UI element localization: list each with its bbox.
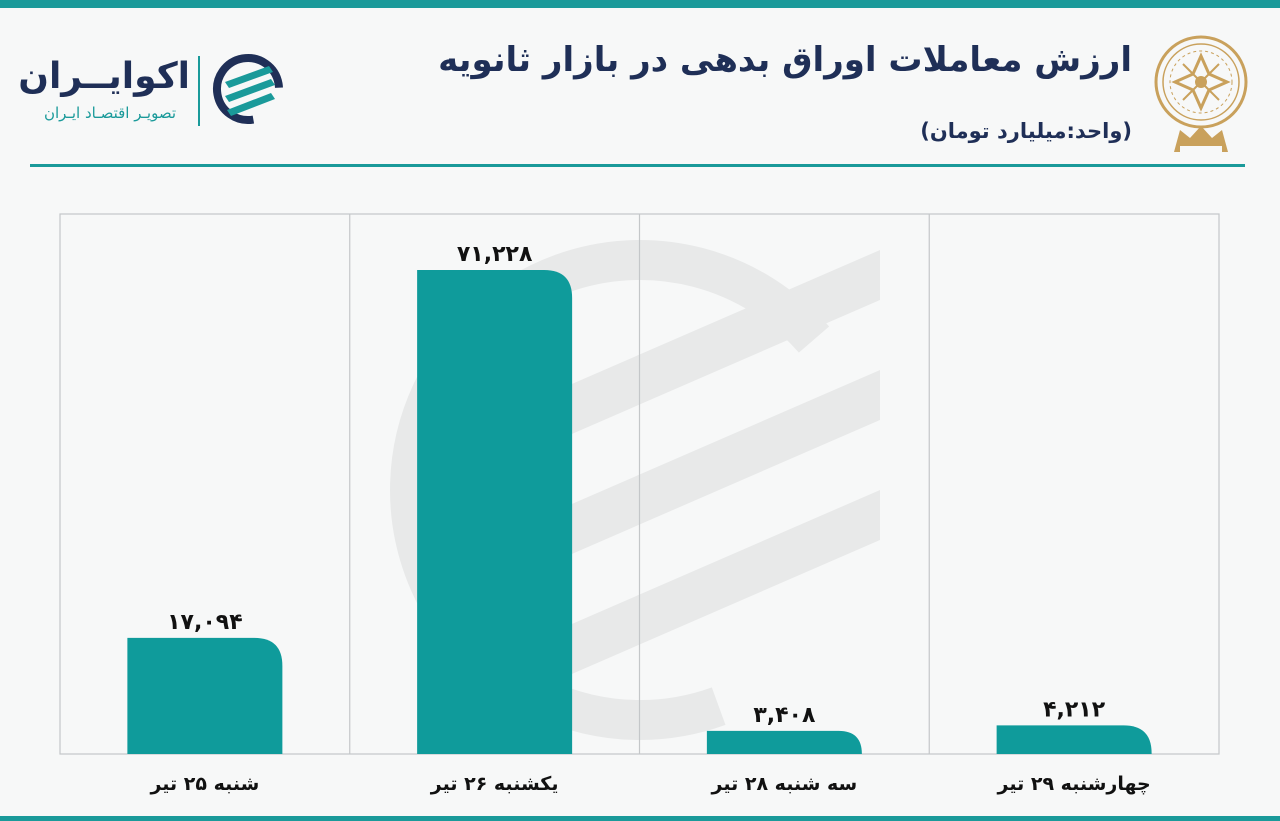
bar-value-label: ۳,۴۰۸: [753, 703, 816, 728]
unit-label: (واحد:میلیارد تومان): [920, 119, 1132, 143]
brand-divider: [198, 56, 200, 126]
chart-grid: [59, 213, 1220, 755]
bar: [996, 725, 1152, 754]
category-label: چهارشنبه ۲۹ تیر: [997, 773, 1151, 795]
top-accent-bar: [0, 0, 1280, 8]
chart-value-labels: ۱۷,۰۹۴ ۷۱,۲۲۸ ۳,۴۰۸ ۴,۲۱۲: [167, 242, 1106, 728]
bar-value-label: ۱۷,۰۹۴: [167, 610, 243, 635]
brand-tagline: تصویـر اقتصـاد ایـران: [43, 104, 177, 122]
category-label: یکشنبه ۲۶ تیر: [430, 773, 559, 795]
bar-chart: ۱۷,۰۹۴ ۷۱,۲۲۸ ۳,۴۰۸ ۴,۲۱۲ شنبه ۲۵ تیر یکشنبه…: [59, 213, 1220, 795]
bar-value-label: ۷۱,۲۲۸: [457, 242, 533, 267]
chart-bars: [127, 270, 1152, 754]
chart-category-labels: شنبه ۲۵ تیر یکشنبه ۲۶ تیر سه شنبه ۲۸ تیر چه…: [149, 773, 1150, 795]
category-label: سه شنبه ۲۸ تیر: [711, 773, 858, 795]
bar: [127, 637, 283, 754]
header-divider: [30, 164, 1245, 167]
tehran-stock-exchange-seal-icon: [1154, 35, 1248, 152]
bar: [706, 730, 862, 754]
brand-name: اکوایــران: [18, 56, 190, 97]
chart-title: ارزش معاملات اوراق بدهی در بازار ثانویه: [438, 40, 1132, 80]
bottom-accent-bar: [0, 816, 1280, 821]
ecoiran-logo-icon: [213, 54, 283, 124]
bar-value-label: ۴,۲۱۲: [1043, 697, 1106, 722]
bar: [417, 270, 573, 754]
category-label: شنبه ۲۵ تیر: [149, 773, 259, 795]
